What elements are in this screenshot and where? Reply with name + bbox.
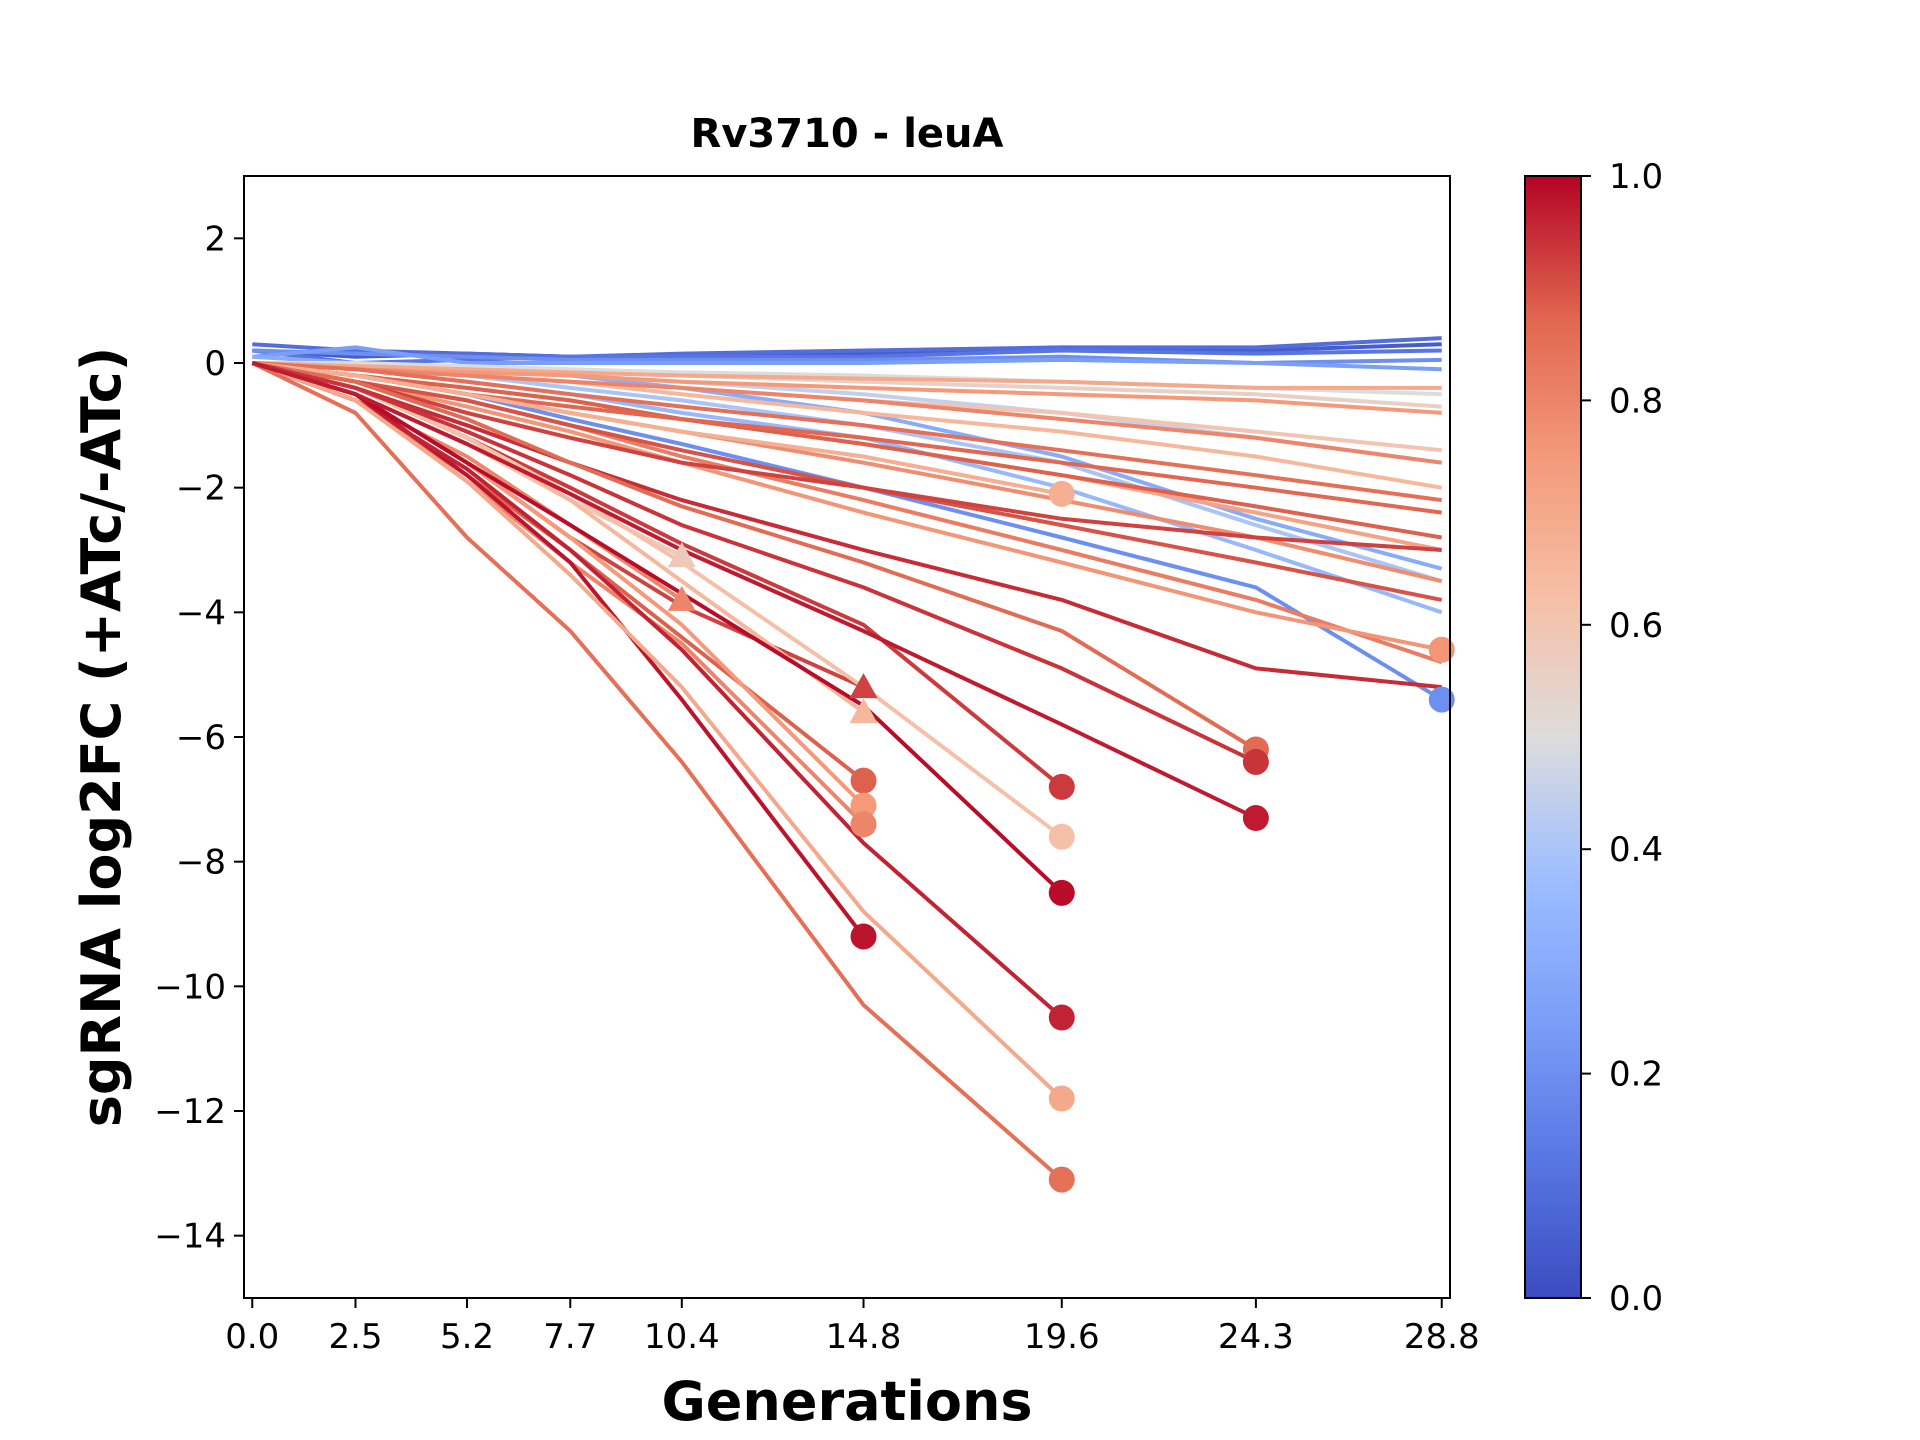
- colorbar-frame: [1524, 175, 1582, 1299]
- end-point-circle: [850, 792, 877, 819]
- series-line: [251, 361, 1257, 764]
- colorbar-tick-label: 0.4: [1609, 830, 1663, 870]
- series-line: [252, 361, 1442, 465]
- chart-title: Rv3710 - leuA: [691, 111, 1004, 157]
- series-line: [252, 348, 1442, 365]
- y-axis-label: sgRNA log2FC (+ATc/-ATc): [70, 347, 133, 1128]
- end-point-circle: [1428, 686, 1455, 713]
- series-line: [251, 361, 1257, 820]
- end-point-circle: [1242, 748, 1269, 775]
- colorbar-ticks: 0.0 0.2 0.4 0.6 0.8 1.0: [1581, 157, 1663, 1319]
- x-tick-label: 5.2: [440, 1317, 494, 1357]
- end-point-circle: [1048, 480, 1075, 507]
- end-point-circle: [1242, 805, 1269, 832]
- x-tick-label: 19.6: [1024, 1317, 1100, 1357]
- y-axis: 2 0 −2 −4 −6 −8 −10 −12 −14: [154, 219, 244, 1257]
- y-tick-label: −6: [176, 718, 226, 758]
- end-point-circle: [1428, 636, 1455, 663]
- end-point-circle: [850, 923, 877, 950]
- colorbar-tick-label: 1.0: [1609, 157, 1663, 197]
- end-point-circle: [1048, 1166, 1075, 1193]
- x-axis: 0.0 2.5 5.2 7.7 10.4 14.8 19.6 24.3 28.8: [225, 1298, 1480, 1357]
- colorbar-tick-label: 0.8: [1609, 381, 1663, 421]
- y-tick-label: −8: [176, 843, 226, 883]
- end-point-circle: [1048, 1085, 1075, 1112]
- series-line: [251, 361, 1064, 1100]
- x-tick-label: 0.0: [225, 1317, 279, 1357]
- colorbar-gradient: [1525, 176, 1581, 1298]
- y-tick-label: 0: [204, 344, 226, 384]
- series-line: [252, 361, 1063, 496]
- series-line: [251, 361, 1443, 602]
- end-point-circle: [850, 811, 877, 838]
- colorbar-tick-label: 0.2: [1609, 1055, 1663, 1095]
- end-point-circle: [1048, 773, 1075, 800]
- series-line: [252, 361, 1442, 503]
- series-line: [252, 345, 1442, 372]
- colorbar-tick-label: 0.0: [1609, 1279, 1663, 1319]
- end-point-circle: [1048, 1004, 1075, 1031]
- y-tick-label: −10: [154, 967, 226, 1007]
- end-point-triangle: [667, 542, 696, 568]
- series-line: [252, 361, 1442, 390]
- end-point-circle: [850, 767, 877, 794]
- end-point-triangle: [849, 698, 878, 724]
- y-tick-label: 2: [204, 219, 226, 259]
- x-tick-label: 28.8: [1404, 1317, 1480, 1357]
- colorbar: 0.0 0.2 0.4 0.6 0.8 1.0: [1524, 157, 1663, 1319]
- end-point-circle: [1048, 823, 1075, 850]
- y-tick-label: −2: [176, 469, 226, 509]
- x-axis-label: Generations: [661, 1370, 1032, 1433]
- end-point-circle: [1048, 879, 1075, 906]
- y-tick-label: −14: [154, 1217, 226, 1257]
- x-tick-label: 2.5: [328, 1317, 382, 1357]
- x-tick-label: 14.8: [826, 1317, 902, 1357]
- series-line: [251, 361, 1064, 1182]
- y-tick-label: −12: [154, 1092, 226, 1132]
- x-tick-label: 10.4: [644, 1317, 720, 1357]
- series-line: [251, 361, 1257, 752]
- marker-layer: [667, 480, 1455, 1193]
- end-point-triangle: [667, 585, 696, 611]
- end-point-triangle: [849, 673, 878, 699]
- x-tick-label: 24.3: [1218, 1317, 1294, 1357]
- colorbar-tick-label: 0.6: [1609, 606, 1663, 646]
- y-tick-label: −4: [176, 593, 226, 633]
- x-tick-label: 7.7: [543, 1317, 597, 1357]
